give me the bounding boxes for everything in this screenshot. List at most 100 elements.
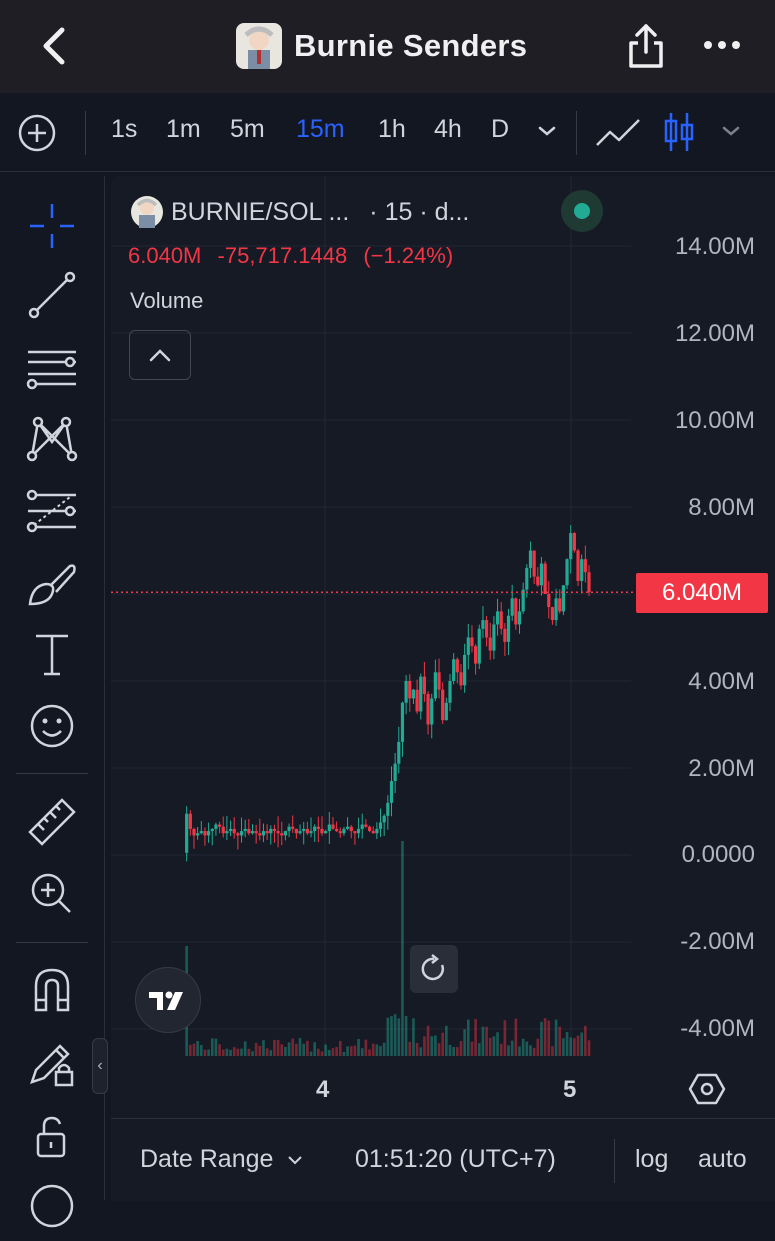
tradingview-logo-icon[interactable]: [135, 967, 201, 1033]
volume-bar: [569, 1037, 573, 1056]
volume-bar: [423, 1036, 426, 1056]
magnet-icon[interactable]: [22, 960, 82, 1020]
candle-body: [495, 611, 500, 625]
candle-body: [247, 828, 251, 834]
timeframe-chevron-down-icon[interactable]: [536, 123, 558, 139]
timeframe-1m[interactable]: 1m: [166, 115, 201, 143]
timezone-clock[interactable]: 01:51:20 (UTC+7): [355, 1145, 556, 1173]
volume-bar: [240, 1048, 243, 1056]
candlestick-chart: [111, 176, 636, 1056]
candle-body: [547, 594, 551, 608]
collapse-legend-button[interactable]: [129, 330, 191, 380]
more-dots-icon[interactable]: [700, 30, 744, 60]
crosshair-icon[interactable]: [22, 196, 82, 256]
reset-chart-button[interactable]: [410, 945, 458, 993]
candle-body: [521, 589, 525, 612]
candle-body: [499, 611, 503, 629]
fib-retracement-icon[interactable]: [22, 481, 82, 541]
date-range-button[interactable]: Date Range: [140, 1145, 304, 1174]
timeframe-1h[interactable]: 1h: [378, 115, 406, 143]
candle-body: [452, 659, 456, 681]
lock-drawings-icon[interactable]: [22, 1032, 82, 1092]
volume-bar: [393, 1014, 397, 1056]
candle-body: [239, 831, 244, 836]
volume-bar: [584, 1025, 587, 1056]
volume-indicator-label[interactable]: Volume: [130, 288, 204, 313]
rotate-icon: [421, 954, 444, 981]
candle-body: [463, 654, 467, 686]
line-chart-icon[interactable]: [594, 113, 642, 153]
share-icon[interactable]: [626, 22, 666, 70]
volume-bar: [430, 1036, 434, 1056]
zoom-in-icon[interactable]: [22, 864, 82, 924]
pattern-tool-icon[interactable]: [22, 408, 82, 468]
emoji-icon[interactable]: [22, 696, 82, 756]
volume-bar: [375, 1044, 379, 1056]
candles-chart-icon[interactable]: [662, 109, 696, 155]
timeframe-D[interactable]: D: [491, 115, 510, 143]
candle-body: [309, 831, 313, 834]
auto-scale-toggle[interactable]: auto: [698, 1145, 747, 1173]
candle-body: [367, 826, 372, 832]
volume-bar: [258, 1045, 262, 1056]
log-scale-toggle[interactable]: log: [635, 1145, 669, 1173]
candle-body: [210, 828, 214, 832]
volume-bar: [587, 1040, 591, 1056]
volume-bar: [434, 1035, 437, 1056]
add-indicator-icon[interactable]: [17, 113, 57, 153]
candle-body: [397, 741, 401, 764]
candle-body: [254, 831, 258, 834]
chart-type-chevron-down-icon[interactable]: [720, 123, 742, 139]
unlock-icon[interactable]: [22, 1106, 82, 1166]
candle-body: [287, 826, 291, 832]
y-axis-label: 12.00M: [674, 320, 755, 347]
volume-bar: [551, 1046, 554, 1056]
trend-line-icon[interactable]: [22, 265, 82, 325]
volume-bar: [477, 1043, 481, 1056]
candle-body: [316, 826, 320, 829]
candle-body: [214, 824, 218, 829]
collapse-sidebar-tab[interactable]: ‹: [92, 1038, 108, 1094]
timeframe-1s[interactable]: 1s: [111, 115, 138, 143]
y-axis-label: 10.00M: [674, 407, 755, 434]
volume-bar: [488, 1037, 492, 1056]
candle-body: [506, 615, 511, 642]
candle-body: [437, 672, 441, 690]
back-arrow-icon[interactable]: [36, 24, 76, 68]
volume-bar: [580, 1032, 583, 1056]
candle-body: [345, 826, 350, 829]
token-title-group: Burnie Senders: [236, 22, 527, 70]
parallel-lines-icon[interactable]: [22, 338, 82, 398]
candle-body: [441, 689, 445, 721]
volume-bar: [284, 1046, 287, 1056]
timeframe-4h[interactable]: 4h: [434, 115, 462, 143]
volume-bar: [532, 1047, 536, 1056]
brush-icon[interactable]: [22, 554, 82, 614]
candle-body: [400, 702, 405, 742]
candle-body: [360, 824, 364, 829]
text-tool-icon[interactable]: [22, 624, 82, 684]
chart-settings-icon[interactable]: [687, 1069, 727, 1109]
last-price: 6.040M: [128, 243, 202, 268]
volume-bar: [401, 841, 404, 1056]
volume-bar: [474, 1019, 477, 1056]
volume-bar: [485, 1026, 488, 1056]
candle-body: [543, 563, 547, 594]
candle-body: [517, 611, 522, 625]
volume-bar: [313, 1042, 316, 1056]
timeframe-15m[interactable]: 15m: [296, 115, 345, 143]
candle-body: [477, 628, 481, 664]
volume-bar: [349, 1046, 353, 1056]
ruler-icon[interactable]: [22, 792, 82, 852]
timeframe-5m[interactable]: 5m: [230, 115, 265, 143]
candle-body: [539, 563, 544, 586]
price-chart[interactable]: BURNIE/SOL ... · 15 · d... 6.040M -75,71…: [111, 176, 775, 1118]
volume-bar: [353, 1045, 357, 1056]
visibility-icon[interactable]: [22, 1176, 82, 1236]
market-status-icon[interactable]: [561, 190, 603, 232]
volume-bar: [496, 1032, 499, 1056]
candle-body: [426, 694, 430, 725]
volume-bar: [510, 1040, 514, 1056]
candle-body: [572, 533, 576, 551]
volume-bar: [357, 1038, 360, 1056]
